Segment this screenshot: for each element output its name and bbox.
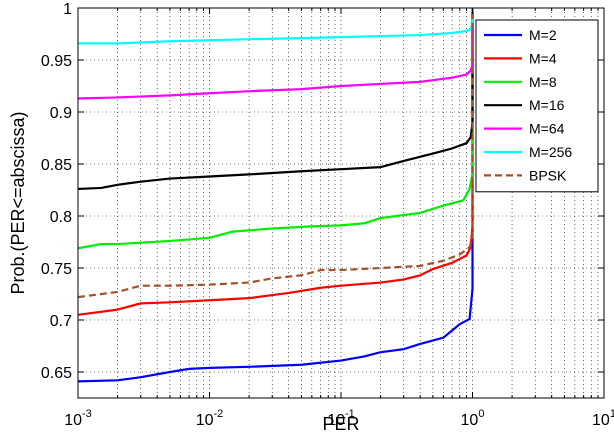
x-tick-label: 10-3 [64,408,92,429]
legend-label: BPSK [529,167,567,183]
series-line-m-16 [77,8,474,191]
y-tick-label: 0.75 [41,261,72,278]
x-axis-label: PER [322,414,359,434]
legend-label: M=8 [529,74,557,90]
series-lines [77,8,474,383]
legend-label: M=64 [529,121,565,137]
x-tick-label: 101 [592,408,614,429]
series-line-m-256 [78,8,474,45]
series-line-m-2 [77,8,474,383]
legend-label: M=16 [529,97,565,113]
series-line-m-64 [77,8,474,100]
axis-ticks: 10-3 10-2 10-1 100 101 0.65 0.7 0.75 0.8 0.85 0.9 0… [41,1,614,429]
legend-label: M=4 [529,50,557,66]
legend: M=2 M=4 M=8 M=16 M=64 M=256 BPSK [475,19,599,193]
legend-box [475,19,599,193]
y-tick-label: 0.65 [41,365,72,382]
legend-label: M=256 [529,144,572,160]
y-tick-label: 0.85 [41,157,72,174]
x-tick-label: 10-1 [327,408,355,429]
y-tick-label: 1 [63,1,72,18]
legend-label: M=2 [529,27,557,43]
y-tick-label: 0.95 [41,53,72,70]
y-tick-label: 0.8 [50,209,72,226]
series-line-bpsk [77,8,474,299]
x-tick-label: 100 [461,408,485,429]
y-axis-label: Prob.(PER<=abscissa) [8,111,28,294]
y-tick-label: 0.7 [50,313,72,330]
x-tick-label: 10-2 [196,408,224,429]
y-tick-label: 0.9 [50,105,72,122]
series-line-m-4 [77,8,474,316]
series-line-m-8 [77,8,474,250]
